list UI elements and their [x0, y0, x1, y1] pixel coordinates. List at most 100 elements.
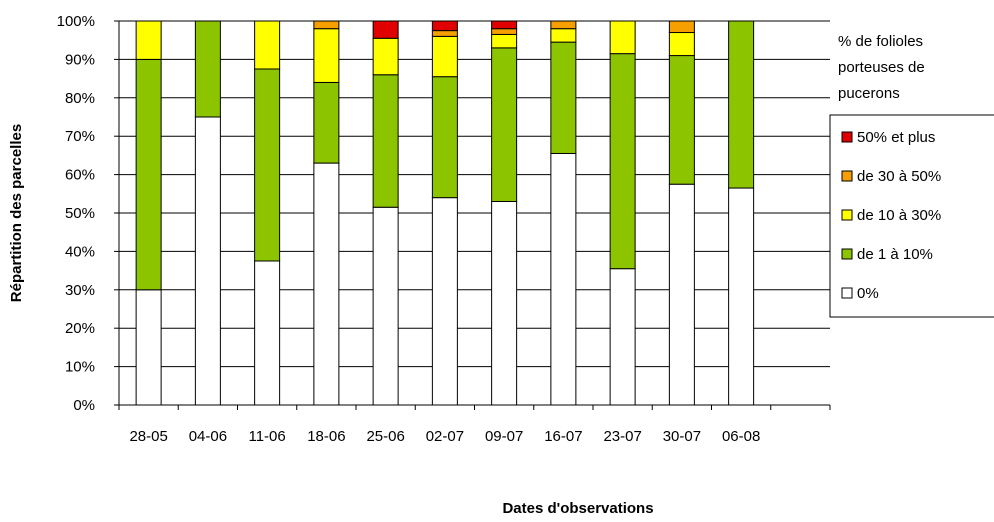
bar-segment [431, 76, 458, 199]
bar-segment [609, 53, 636, 270]
x-tick-label: 11-06 [248, 428, 285, 445]
legend: 50% et plus de 30 à 50% de 10 à 30% de 1 à … [829, 114, 994, 318]
x-tick-labels: 28-05 04-06 11-06 18-06 25-06 02-07 09-07 16-07… [129, 428, 760, 445]
bar-segment [313, 162, 340, 406]
legend-swatch [841, 287, 853, 299]
bar-segment [550, 41, 577, 154]
x-tick-label: 09-07 [485, 428, 523, 445]
bar-stack-18-06 [313, 20, 340, 406]
bars [135, 20, 755, 406]
bar-stack-16-07 [550, 20, 577, 406]
bar-segment [668, 55, 695, 185]
gridlines [119, 20, 830, 368]
legend-swatch [841, 131, 853, 143]
legend-label: de 30 à 50% [857, 168, 941, 185]
x-tick-label: 23-07 [603, 428, 641, 445]
bar-segment [491, 200, 518, 406]
bar-stack-02-07 [431, 20, 458, 406]
bar-segment [668, 20, 695, 34]
bar-stack-04-06 [194, 20, 221, 406]
bar-segment [668, 183, 695, 406]
bar-segment [491, 20, 518, 30]
bar-segment [194, 116, 221, 406]
legend-title-line: pucerons [838, 85, 900, 102]
bar-segment [491, 33, 518, 49]
y-tick-label: 10% [65, 359, 95, 376]
bar-segment [194, 20, 221, 118]
y-tick-label: 90% [65, 51, 95, 68]
legend-swatch [841, 248, 853, 260]
bar-stack-09-07 [491, 20, 518, 406]
bar-segment [254, 260, 281, 406]
bar-segment [372, 20, 399, 39]
bar-segment [313, 81, 340, 164]
bar-segment [431, 20, 458, 32]
y-tick-label: 40% [65, 243, 95, 260]
legend-item: de 30 à 50% [841, 168, 941, 185]
y-tick-label: 70% [65, 128, 95, 145]
legend-label: 0% [857, 285, 879, 302]
bar-stack-06-08 [728, 20, 755, 406]
x-tick-label: 28-05 [129, 428, 167, 445]
bar-segment [372, 206, 399, 406]
legend-item: 50% et plus [841, 129, 935, 146]
axes [114, 20, 831, 410]
bar-segment [431, 35, 458, 78]
bar-segment [728, 20, 755, 189]
y-tick-label: 0% [73, 397, 95, 414]
bar-segment [313, 28, 340, 83]
legend-swatch [841, 170, 853, 182]
bar-segment [254, 20, 281, 70]
bar-stack-30-07 [668, 20, 695, 406]
legend-item: de 10 à 30% [841, 207, 941, 224]
y-tick-labels: 0% 10% 20% 30% 40% 50% 60% 70% 80% 90% 100% [57, 13, 95, 414]
bar-segment [668, 32, 695, 57]
bar-segment [550, 152, 577, 406]
legend-title-line: porteuses de [838, 59, 925, 76]
legend-label: 50% et plus [857, 129, 935, 146]
x-axis-title: Dates d'observations [502, 500, 653, 517]
bar-segment [550, 28, 577, 43]
legend-label: de 1 à 10% [857, 246, 933, 263]
bar-segment [491, 47, 518, 202]
bar-segment [550, 20, 577, 30]
y-tick-label: 30% [65, 282, 95, 299]
x-tick-label: 25-06 [366, 428, 404, 445]
bar-segment [609, 20, 636, 55]
bar-segment [431, 197, 458, 406]
bar-stack-25-06 [372, 20, 399, 406]
bar-segment [372, 74, 399, 208]
x-tick-label: 16-07 [544, 428, 582, 445]
bar-segment [135, 289, 162, 406]
bar-segment [372, 37, 399, 76]
legend-swatch [841, 209, 853, 221]
bar-segment [135, 20, 162, 60]
bar-segment [431, 30, 458, 37]
bar-stack-23-07 [609, 20, 636, 406]
bar-stack-28-05 [135, 20, 162, 406]
x-tick-label: 06-08 [722, 428, 760, 445]
y-tick-label: 20% [65, 320, 95, 337]
y-tick-label: 50% [65, 205, 95, 222]
bar-segment [491, 28, 518, 35]
y-axis-title: Répartition des parcelles [8, 124, 25, 302]
legend-item: de 1 à 10% [841, 246, 933, 263]
bar-segment [135, 58, 162, 291]
bar-segment [728, 187, 755, 406]
x-tick-label: 02-07 [426, 428, 464, 445]
x-tick-label: 30-07 [663, 428, 701, 445]
legend-title: % de folioles porteuses de pucerons [838, 33, 925, 102]
y-tick-label: 100% [57, 13, 95, 30]
bar-segment [313, 20, 340, 30]
bar-segment [254, 68, 281, 262]
legend-item: 0% [841, 285, 879, 302]
x-tick-label: 04-06 [189, 428, 227, 445]
legend-label: de 10 à 30% [857, 207, 941, 224]
bar-segment [609, 268, 636, 406]
legend-title-line: % de folioles [838, 33, 923, 50]
y-tick-label: 80% [65, 90, 95, 107]
bar-stack-11-06 [254, 20, 281, 406]
legend-box [829, 114, 994, 318]
y-tick-label: 60% [65, 167, 95, 184]
